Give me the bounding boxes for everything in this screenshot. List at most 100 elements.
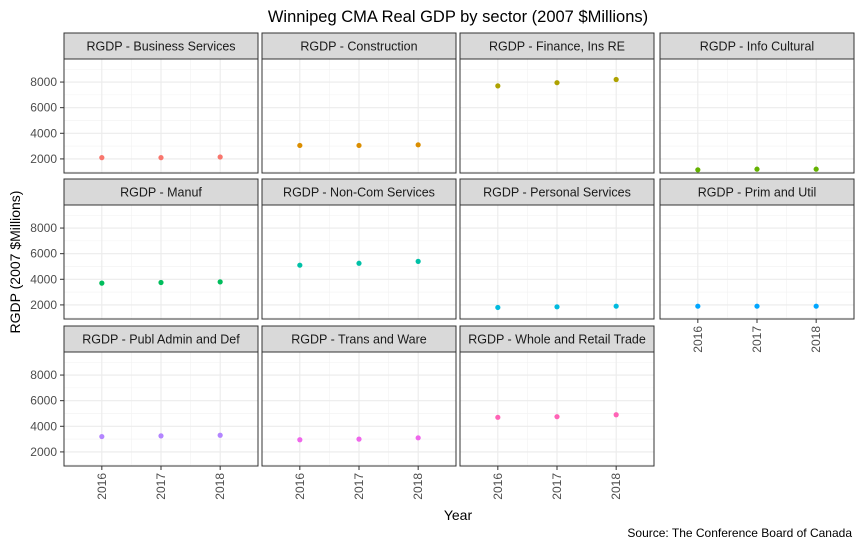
facet-strip-label: RGDP - Business Services — [86, 40, 235, 54]
y-tick-label: 4000 — [30, 272, 57, 286]
x-tick-label: 2016 — [95, 473, 109, 500]
x-tick-label: 2016 — [491, 473, 505, 500]
x-tick-label: 2017 — [352, 473, 366, 500]
data-point — [554, 80, 560, 86]
facet-strip — [261, 325, 457, 353]
facet-strip-label: RGDP - Publ Admin and Def — [82, 333, 240, 347]
data-point — [554, 414, 560, 420]
data-point — [415, 258, 421, 264]
y-axis-title: RGDP (2007 $Millions) — [7, 191, 23, 334]
facet-panel: RGDP - Personal Services — [459, 178, 655, 320]
facet-panel: RGDP - Info Cultural — [659, 32, 855, 174]
data-point — [297, 437, 303, 443]
panel-border — [261, 58, 457, 174]
data-point — [99, 280, 105, 286]
facet-strip — [261, 32, 457, 60]
data-point — [613, 412, 619, 418]
facet-strip — [459, 178, 655, 206]
x-tick-label: 2016 — [293, 473, 307, 500]
data-point — [754, 303, 760, 309]
facet-panels: RGDP - Business Services 2000 4000 6000 8000… — [30, 32, 855, 500]
data-point — [415, 435, 421, 441]
x-axis-title: Year — [444, 507, 473, 523]
chart-title: Winnipeg CMA Real GDP by sector (2007 $M… — [268, 8, 648, 26]
x-tick-label: 2018 — [411, 473, 425, 500]
panel-border — [659, 58, 855, 174]
data-point — [415, 142, 421, 148]
facet-panel: RGDP - Whole and Retail Trade 2016 2017 201… — [459, 325, 655, 500]
facet-strip — [659, 32, 855, 60]
facet-panel: RGDP - Business Services 2000 4000 6000 8000 — [30, 32, 259, 174]
facet-strip-label: RGDP - Info Cultural — [700, 40, 814, 54]
y-tick-label: 4000 — [30, 126, 57, 140]
data-point — [297, 262, 303, 268]
facet-strip — [261, 178, 457, 206]
facet-panel: RGDP - Non-Com Services — [261, 178, 457, 320]
data-point — [495, 304, 501, 311]
data-point — [297, 142, 303, 149]
x-tick-label: 2018 — [609, 473, 623, 500]
facet-panel: RGDP - Construction — [261, 32, 457, 174]
x-tick-label: 2016 — [691, 326, 705, 353]
facet-strip — [63, 178, 259, 206]
panel-border — [261, 204, 457, 320]
x-tick-label: 2017 — [750, 326, 764, 353]
facet-panel: RGDP - Publ Admin and Def 2000 4000 6000 800… — [30, 325, 259, 500]
y-tick-label: 6000 — [30, 247, 57, 261]
y-tick-label: 8000 — [30, 75, 57, 89]
facet-strip — [459, 325, 655, 353]
facet-strip — [63, 325, 259, 353]
data-point — [99, 433, 105, 440]
facet-strip — [63, 32, 259, 60]
facet-panel: RGDP - Trans and Ware 2016 2017 2018 — [261, 325, 457, 500]
y-tick-label: 6000 — [30, 101, 57, 115]
data-point — [217, 279, 223, 285]
data-point — [158, 155, 164, 161]
data-point — [495, 83, 501, 89]
y-tick-label: 2000 — [30, 152, 57, 166]
y-tick-label: 6000 — [30, 394, 57, 408]
data-point — [613, 76, 619, 83]
facet-strip-label: RGDP - Trans and Ware — [291, 333, 427, 347]
data-point — [495, 414, 501, 420]
x-tick-label: 2017 — [154, 473, 168, 500]
data-point — [754, 166, 760, 172]
panel-border — [459, 204, 655, 320]
data-point — [158, 279, 164, 286]
facet-strip — [459, 32, 655, 60]
data-point — [813, 166, 819, 172]
data-point — [613, 303, 619, 309]
data-point — [695, 167, 701, 173]
facet-panel: RGDP - Prim and Util 2016 2017 2018 — [659, 178, 855, 353]
facet-strip-label: RGDP - Prim and Util — [698, 186, 817, 200]
data-point — [356, 260, 362, 266]
facet-strip-label: RGDP - Construction — [300, 40, 417, 54]
facet-strip-label: RGDP - Finance, Ins RE — [489, 40, 625, 54]
data-point — [356, 142, 362, 149]
source-caption: Source: The Conference Board of Canada — [627, 526, 852, 540]
data-point — [554, 304, 560, 310]
facet-panel: RGDP - Manuf 2000 4000 6000 8000 — [30, 178, 259, 320]
panel-border — [459, 58, 655, 174]
x-tick-label: 2018 — [213, 473, 227, 500]
data-point — [217, 432, 223, 438]
y-tick-label: 8000 — [30, 368, 57, 382]
data-point — [99, 155, 105, 161]
y-tick-label: 8000 — [30, 221, 57, 235]
x-tick-label: 2017 — [550, 473, 564, 500]
facet-strip-label: RGDP - Non-Com Services — [283, 186, 435, 200]
data-point — [356, 436, 362, 442]
data-point — [217, 154, 223, 160]
facet-panel: RGDP - Finance, Ins RE — [459, 32, 655, 174]
panel-border — [63, 204, 259, 320]
y-tick-label: 4000 — [30, 419, 57, 433]
facet-strip-label: RGDP - Personal Services — [483, 186, 631, 200]
facet-strip-label: RGDP - Manuf — [120, 186, 202, 200]
x-tick-label: 2018 — [809, 326, 823, 353]
data-point — [813, 303, 819, 309]
data-point — [158, 433, 164, 439]
panel-border — [63, 58, 259, 174]
facet-strip-label: RGDP - Whole and Retail Trade — [468, 333, 646, 347]
y-tick-label: 2000 — [30, 298, 57, 312]
